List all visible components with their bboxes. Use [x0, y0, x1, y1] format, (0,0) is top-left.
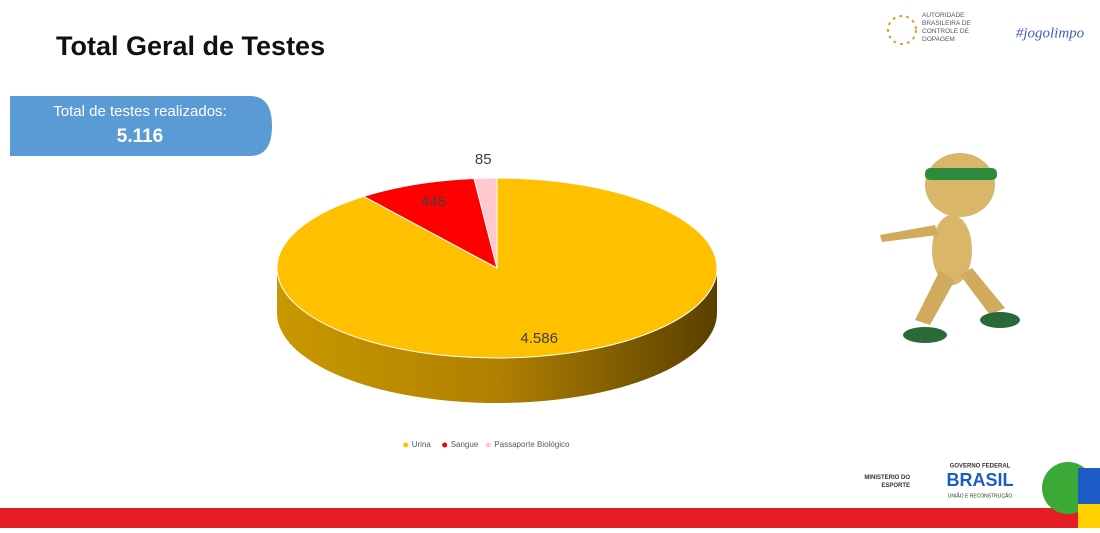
government: GOVERNO FEDERAL — [950, 464, 1011, 470]
motto: UNIÃO E RECONSTRUÇÃO — [948, 492, 1013, 499]
country: BRASIL — [947, 470, 1014, 490]
chart-title: Total Geral de Testes — [56, 31, 325, 61]
legend-swatch — [403, 442, 409, 448]
footer-bar — [0, 508, 1100, 528]
hashtag: #jogolimpo — [1016, 25, 1085, 41]
slice-side — [277, 268, 717, 403]
mascot — [880, 153, 1020, 343]
pie-slice — [473, 177, 498, 269]
legend-label: Sangue — [451, 440, 479, 449]
footer-shape — [1078, 468, 1100, 504]
legend-swatch — [485, 442, 491, 448]
agency-logo: AUTORIDADE BRASILEIRA DE CONTROLE DE DOP… — [887, 12, 971, 45]
legend-swatch — [442, 442, 448, 448]
footer-shape — [1078, 504, 1100, 528]
pie-slice — [362, 177, 498, 269]
agency-name: AUTORIDADE BRASILEIRA DE CONTROLE DE DOP… — [922, 12, 971, 43]
summary-label: Total de testes realizados: — [53, 103, 226, 120]
data-label: 445 — [421, 194, 446, 211]
data-label: 85 — [475, 151, 492, 168]
summary-value: 5.116 — [117, 126, 164, 147]
ministry: MINISTÉRIO DO ESPORTE — [864, 475, 910, 489]
summary-box — [10, 96, 272, 156]
legend-label: Urina — [412, 440, 432, 449]
legend-label: Passaporte Biológico — [494, 440, 570, 449]
data-label: 4.586 — [520, 330, 558, 347]
